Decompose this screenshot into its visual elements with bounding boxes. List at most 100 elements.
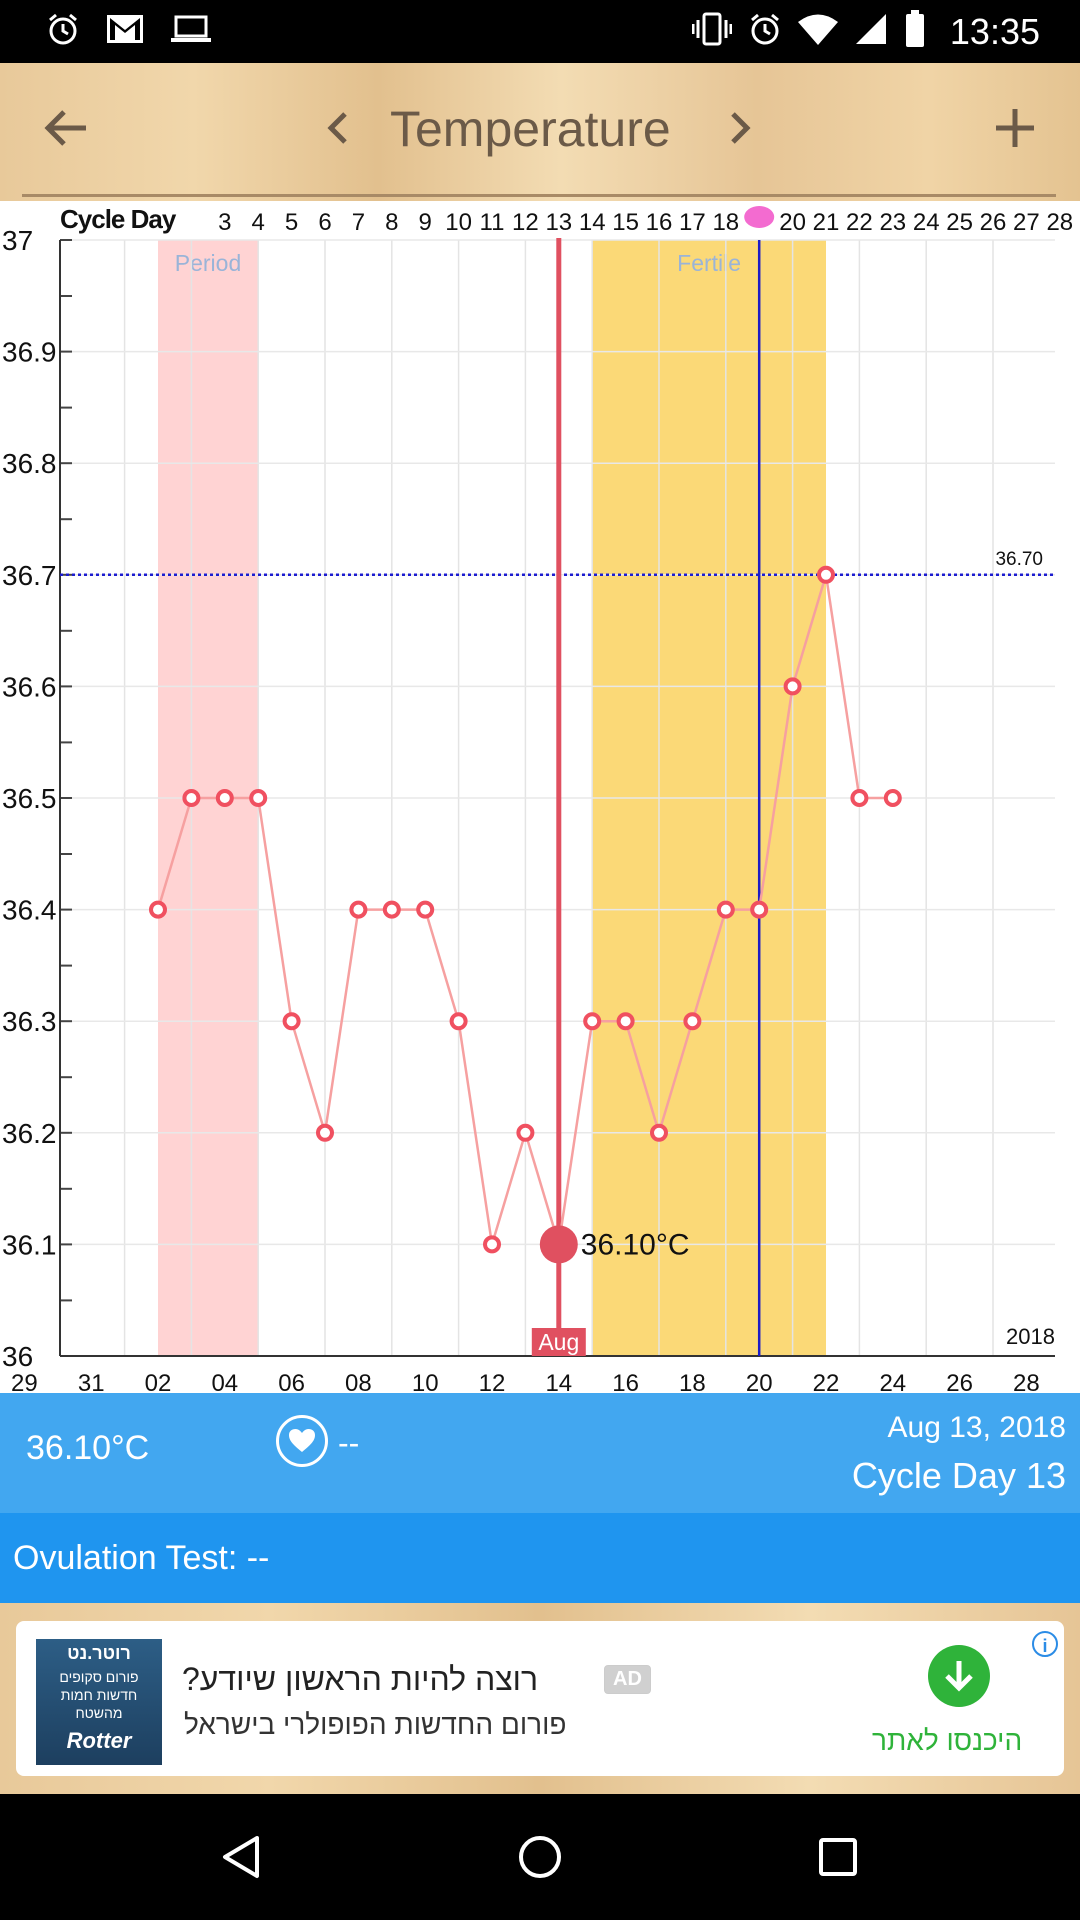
month-label-badge <box>531 1328 586 1356</box>
add-entry-button[interactable] <box>980 93 1050 163</box>
alarm-icon <box>46 12 80 51</box>
temperature-point <box>316 1123 334 1142</box>
y-tick-label: 36.8 <box>2 448 57 479</box>
next-cycle-button[interactable] <box>706 93 776 163</box>
ovulation-test-label: Ovulation Test: -- <box>13 1539 270 1577</box>
selected-point-label: 36.10°C <box>581 1228 690 1261</box>
ad-cta-link[interactable]: היכנסו לאתר <box>872 1725 1023 1756</box>
arrow-down-icon <box>945 1661 973 1692</box>
ad-logo[interactable]: רוטר.נט פורום סקופים חדשות חמות מהשטח Ro… <box>36 1639 162 1765</box>
ad-area: רוטר.נט פורום סקופים חדשות חמות מהשטח Ro… <box>0 1603 1080 1794</box>
fertile-band-label: Fertile <box>677 250 741 276</box>
back-button[interactable] <box>30 93 100 163</box>
selected-temperature: 36.10°C <box>26 1429 150 1467</box>
temperature-point <box>683 1012 702 1031</box>
intercourse-value: -- <box>338 1425 360 1461</box>
y-tick-label: 36 <box>2 1341 33 1372</box>
temperature-point <box>583 1012 602 1031</box>
x-tick-label: 10 <box>412 1370 439 1393</box>
nav-recents-button[interactable] <box>805 1824 871 1890</box>
ovulation-marker-icon <box>744 206 775 228</box>
intercourse-button[interactable] <box>276 1415 328 1467</box>
y-tick-label: 36.9 <box>2 337 57 368</box>
y-tick-label: 36.2 <box>2 1118 57 1149</box>
temperature-point <box>282 1012 301 1031</box>
home-circle-icon <box>519 1836 561 1878</box>
cycle-day-label: 8 <box>385 209 398 236</box>
ad-headline[interactable]: רוצה להיות הראשון שיודע? <box>182 1661 539 1697</box>
x-tick-label: 18 <box>679 1370 706 1393</box>
heart-icon <box>289 1429 315 1452</box>
x-tick-label: 12 <box>479 1370 506 1393</box>
temperature-point <box>716 900 735 919</box>
y-tick-label: 36.5 <box>2 783 57 814</box>
ad-body[interactable]: פורום החדשות הפופולרי בישראל <box>184 1709 567 1740</box>
cycle-day-label: 4 <box>252 209 265 236</box>
alarm-icon <box>748 12 782 51</box>
plus-icon <box>996 109 1034 147</box>
x-tick-label: 24 <box>879 1370 906 1393</box>
temperature-point <box>483 1235 501 1254</box>
ad-info-icon[interactable]: i <box>1032 1631 1058 1657</box>
status-bar: 13:35 <box>0 0 1080 63</box>
ad-banner[interactable]: רוטר.נט פורום סקופים חדשות חמות מהשטח Ro… <box>16 1621 1064 1776</box>
cycle-day-label: 16 <box>646 209 673 236</box>
battery-icon <box>904 10 926 53</box>
nav-back-button[interactable] <box>208 1824 274 1890</box>
temperature-point <box>149 900 167 919</box>
month-label: Aug <box>538 1329 579 1355</box>
nav-home-button[interactable] <box>507 1824 573 1890</box>
ovulation-test-bar[interactable]: Ovulation Test: -- <box>0 1513 1080 1603</box>
year-label: 2018 <box>1006 1324 1055 1349</box>
ad-logo-title: רוטר.נט <box>67 1643 131 1663</box>
temperature-point <box>182 789 201 807</box>
temperature-chart[interactable]: Period Fertile 37 36.9 36.8 36.7 36.6 36.5 36.4 3… <box>0 201 1080 1393</box>
y-tick-label: 36.7 <box>2 560 57 591</box>
cycle-day-label: 9 <box>419 209 432 236</box>
y-tick-label: 36.6 <box>2 671 57 702</box>
selected-cycle-day: Cycle Day 13 <box>851 1455 1066 1496</box>
temperature-chart-svg[interactable]: Period Fertile3736.936.836.736.636.536.43… <box>0 201 1080 1393</box>
cycle-day-label: 24 <box>913 209 940 236</box>
temperature-point <box>449 1012 468 1031</box>
x-tick-label: 16 <box>612 1370 639 1393</box>
cycle-day-label: 15 <box>612 209 639 236</box>
ad-download-button[interactable] <box>928 1645 990 1707</box>
cycle-day-label: 10 <box>445 209 472 236</box>
temperature-point <box>349 900 368 919</box>
vibrate-icon <box>691 11 733 52</box>
y-tick-label: 36.4 <box>2 895 57 926</box>
gmail-icon <box>106 14 144 49</box>
x-tick-label: 28 <box>1013 1370 1040 1393</box>
x-tick-label: 29 <box>11 1370 38 1393</box>
previous-cycle-button[interactable] <box>302 93 372 163</box>
wifi-icon <box>797 13 838 50</box>
back-triangle-icon <box>223 1836 259 1878</box>
x-tick-label: 31 <box>78 1370 105 1393</box>
x-tick-label: 22 <box>813 1370 840 1393</box>
cover-line-label: 36.70 <box>995 549 1043 570</box>
x-tick-label: 02 <box>145 1370 172 1393</box>
laptop-icon <box>170 14 212 49</box>
cycle-day-label: 26 <box>980 209 1007 236</box>
cycle-day-label: 23 <box>879 209 906 236</box>
ad-logo-text: פורום סקופים חדשות חמות מהשטח <box>59 1669 139 1721</box>
ad-logo-brand: Rotter <box>66 1728 132 1753</box>
day-info-bar[interactable]: 36.10°C -- Aug 13, 2018 Cycle Day 13 <box>0 1393 1080 1513</box>
x-tick-label: 14 <box>545 1370 572 1393</box>
cycle-day-label: 22 <box>846 209 873 236</box>
temperature-point <box>850 789 869 807</box>
selected-date: Aug 13, 2018 <box>887 1411 1067 1444</box>
chevron-left-icon <box>327 112 347 144</box>
temperature-point <box>382 900 401 919</box>
cycle-day-label: 14 <box>579 209 606 236</box>
clock-time: 13:35 <box>949 10 1040 52</box>
y-tick-label: 36.1 <box>2 1229 57 1260</box>
selected-temperature-point <box>539 1225 578 1264</box>
x-tick-label: 04 <box>211 1370 238 1393</box>
toolbar: Temperature <box>0 63 1080 201</box>
signal-icon <box>854 12 888 51</box>
temperature-point <box>249 789 268 807</box>
y-tick-label: 36.3 <box>2 1006 57 1037</box>
recents-square-icon <box>819 1838 857 1876</box>
